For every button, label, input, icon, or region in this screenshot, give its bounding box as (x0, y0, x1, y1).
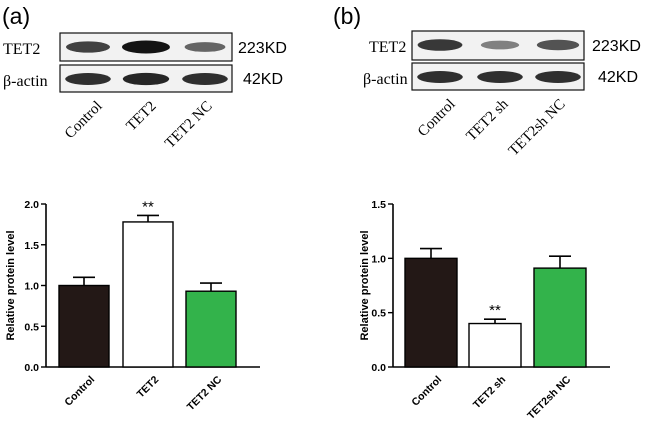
panel-letter-a: (a) (2, 3, 30, 29)
blot-lane-label: TET2 (124, 98, 160, 134)
blot-row-label: β-actin (3, 73, 48, 90)
x-tick-label: TET2 NC (185, 373, 225, 413)
blot-size-label: 223KD (592, 38, 641, 55)
bar (185, 290, 237, 368)
blot-row-label: β-actin (363, 71, 408, 88)
blot-lane-label: Control (415, 96, 459, 140)
blot-band (184, 42, 226, 52)
y-tick-label: 0.5 (24, 321, 39, 333)
y-tick-label: 0.5 (371, 308, 386, 320)
blot-lane-label: TET2 NC (162, 98, 215, 151)
bar (404, 257, 458, 368)
y-axis-label: Relative protein level (5, 230, 17, 340)
x-tick-label: TET2 (135, 374, 162, 401)
blot-size-label: 42KD (243, 71, 283, 88)
bar-chart-b: 0.0 0.5 1.0 1.5 Relative protein level Contro… (359, 199, 610, 422)
panel-letter-b: (b) (333, 3, 361, 29)
y-tick-label: 1.0 (24, 281, 39, 293)
significance-label: ** (142, 198, 154, 215)
y-tick-label: 1.0 (371, 253, 386, 265)
blot-row-label: TET2 (369, 39, 406, 56)
blot-band (480, 40, 520, 50)
blot-band (182, 73, 228, 85)
blot-band (122, 72, 170, 86)
bar-chart-a: 0.0 0.5 1.0 1.5 2.0 Relative protein level Con… (5, 198, 260, 413)
y-tick-label: 0.0 (371, 362, 386, 374)
blot-lane-label: Control (62, 98, 106, 142)
blot-band (477, 71, 523, 83)
blot-band (122, 40, 170, 54)
y-tick-label: 0.0 (24, 362, 39, 374)
significance-label: ** (489, 302, 501, 319)
blot-band (417, 39, 463, 51)
western-blot-a: TET2 β-actin 223KD 42KD Control TET2 TET… (3, 32, 287, 152)
blot-band (535, 71, 581, 83)
x-tick-label: TET2sh NC (525, 373, 573, 421)
y-tick-label: 1.5 (24, 240, 39, 252)
bar (58, 284, 110, 368)
bar (533, 267, 587, 368)
blot-size-label: 42KD (598, 69, 638, 86)
blot-band (65, 73, 111, 85)
y-tick-label: 2.0 (24, 199, 39, 211)
blot-lane-label: TET2 sh (463, 96, 511, 144)
x-tick-label: Control (62, 374, 97, 409)
bar (122, 221, 174, 368)
blot-size-label: 223KD (238, 40, 287, 57)
blot-row-label: TET2 (3, 41, 40, 58)
y-axis-label: Relative protein level (359, 230, 371, 340)
blot-band (417, 71, 463, 83)
y-tick-label: 1.5 (371, 199, 386, 211)
blot-band (536, 39, 580, 51)
blot-lane-label: TET2sh NC (506, 96, 569, 159)
bar (468, 322, 522, 368)
x-tick-label: TET2 sh (471, 374, 508, 411)
western-blot-b: TET2 β-actin 223KD 42KD Control TET2 sh … (363, 30, 641, 159)
x-tick-label: Control (409, 374, 444, 409)
blot-band (66, 41, 110, 53)
